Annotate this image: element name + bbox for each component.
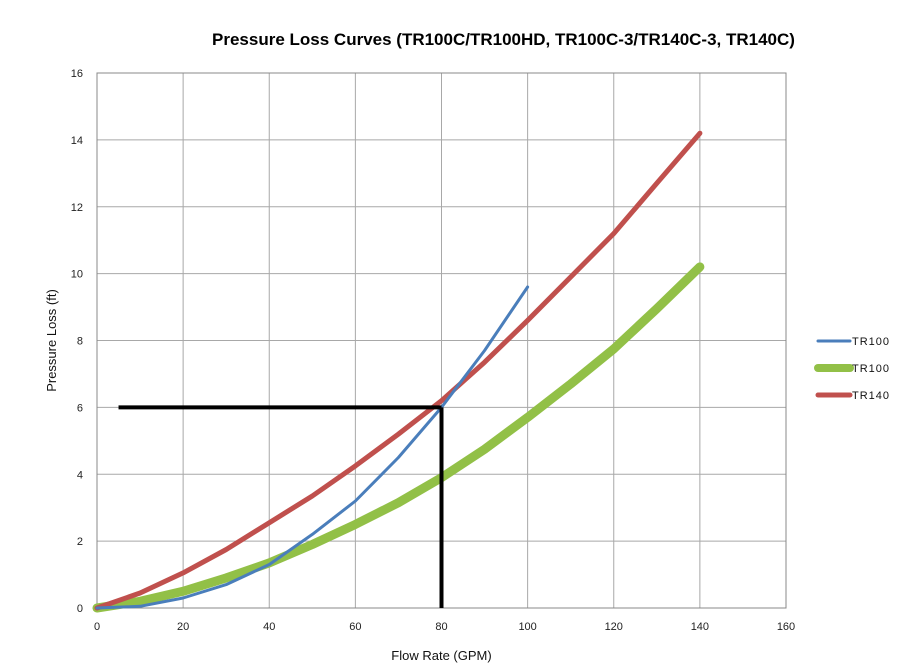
legend-label-3: TR140 — [852, 390, 890, 402]
legend-label-1: TR100 — [852, 336, 890, 348]
y-tick-label: 10 — [71, 269, 83, 281]
x-tick-label: 60 — [349, 621, 361, 633]
x-tick-label: 100 — [518, 621, 536, 633]
x-axis-label: Flow Rate (GPM) — [391, 648, 491, 663]
series-group — [92, 130, 705, 613]
y-tick-label: 2 — [77, 536, 83, 548]
x-tick-label: 140 — [691, 621, 709, 633]
chart-title: Pressure Loss Curves (TR100C/TR100HD, TR… — [212, 30, 795, 49]
series-line-1 — [95, 285, 530, 610]
x-tick-label: 160 — [777, 621, 795, 633]
y-axis-ticks: 0 2 4 6 8 10 12 14 16 — [71, 68, 83, 615]
x-axis-ticks: 0 20 40 60 80 100 120 140 160 — [94, 621, 795, 633]
x-tick-label: 0 — [94, 621, 100, 633]
y-tick-label: 6 — [77, 402, 83, 414]
x-tick-label: 80 — [435, 621, 447, 633]
legend-label-2: TR100 — [852, 363, 890, 375]
y-tick-label: 14 — [71, 135, 83, 147]
y-tick-label: 4 — [77, 469, 83, 481]
y-tick-label: 16 — [71, 68, 83, 80]
x-tick-label: 120 — [605, 621, 623, 633]
series-line-2 — [92, 262, 705, 613]
series-line-3 — [94, 130, 703, 611]
y-tick-label: 0 — [77, 603, 83, 615]
x-tick-label: 20 — [177, 621, 189, 633]
y-tick-label: 12 — [71, 202, 83, 214]
reference-lines — [118, 405, 444, 608]
legend: TR100 TR100 TR140 — [814, 336, 890, 402]
x-tick-label: 40 — [263, 621, 275, 633]
y-tick-label: 8 — [77, 336, 83, 348]
y-axis-label: Pressure Loss (ft) — [44, 289, 59, 392]
